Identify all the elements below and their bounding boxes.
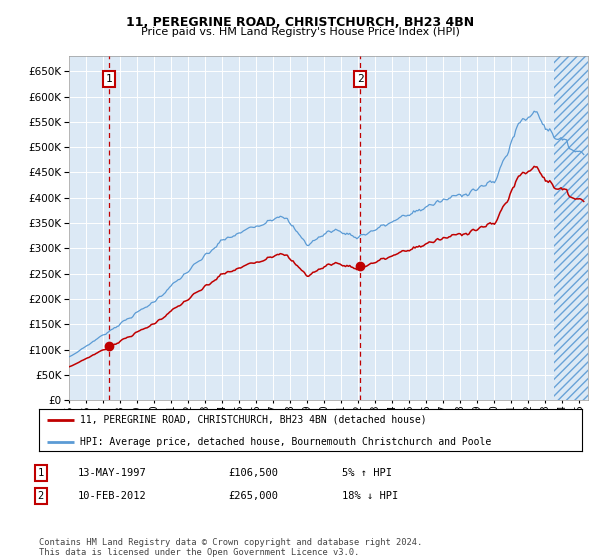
Text: Contains HM Land Registry data © Crown copyright and database right 2024.
This d: Contains HM Land Registry data © Crown c…: [39, 538, 422, 557]
Text: 13-MAY-1997: 13-MAY-1997: [78, 468, 147, 478]
Text: 11, PEREGRINE ROAD, CHRISTCHURCH, BH23 4BN (detached house): 11, PEREGRINE ROAD, CHRISTCHURCH, BH23 4…: [80, 415, 427, 424]
Text: £265,000: £265,000: [228, 491, 278, 501]
Text: 11, PEREGRINE ROAD, CHRISTCHURCH, BH23 4BN: 11, PEREGRINE ROAD, CHRISTCHURCH, BH23 4…: [126, 16, 474, 29]
Text: 5% ↑ HPI: 5% ↑ HPI: [342, 468, 392, 478]
Text: 1: 1: [106, 74, 113, 84]
Text: 2: 2: [357, 74, 364, 84]
Text: 1: 1: [38, 468, 44, 478]
Text: 18% ↓ HPI: 18% ↓ HPI: [342, 491, 398, 501]
Text: Price paid vs. HM Land Registry's House Price Index (HPI): Price paid vs. HM Land Registry's House …: [140, 27, 460, 37]
Text: £106,500: £106,500: [228, 468, 278, 478]
Text: HPI: Average price, detached house, Bournemouth Christchurch and Poole: HPI: Average price, detached house, Bour…: [80, 437, 491, 446]
Bar: [554, 46, 588, 400]
Text: 2: 2: [38, 491, 44, 501]
Text: 10-FEB-2012: 10-FEB-2012: [78, 491, 147, 501]
